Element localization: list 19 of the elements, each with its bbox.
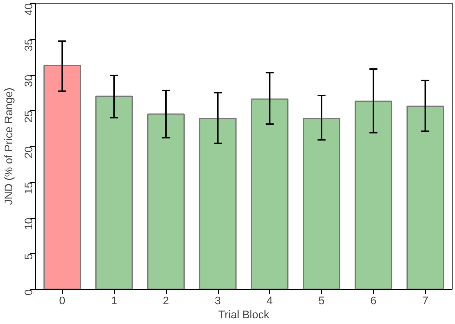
x-tick-label: 3	[215, 296, 222, 308]
y-tick-label: 40	[24, 3, 36, 16]
y-tick-label: 5	[24, 254, 36, 260]
y-tick-label: 10	[24, 218, 36, 230]
x-tick-label: 2	[163, 296, 170, 308]
x-tick-label: 0	[59, 296, 66, 308]
y-tick-label: 25	[24, 110, 36, 123]
y-tick-label: 15	[24, 182, 36, 194]
x-tick-label: 7	[422, 296, 429, 308]
x-tick-label: 1	[111, 296, 118, 308]
y-tick-label: 30	[24, 74, 36, 88]
y-tick-label: 20	[24, 146, 36, 159]
y-tick-label: 0	[24, 289, 36, 296]
y-axis-title: JND (% of Price Range)	[4, 88, 16, 206]
x-tick-label: 5	[318, 296, 325, 308]
x-axis-title: Trial Block	[218, 310, 270, 322]
x-tick-label: 6	[370, 296, 377, 308]
y-tick-label: 35	[24, 39, 36, 52]
x-tick-label: 4	[266, 296, 273, 308]
